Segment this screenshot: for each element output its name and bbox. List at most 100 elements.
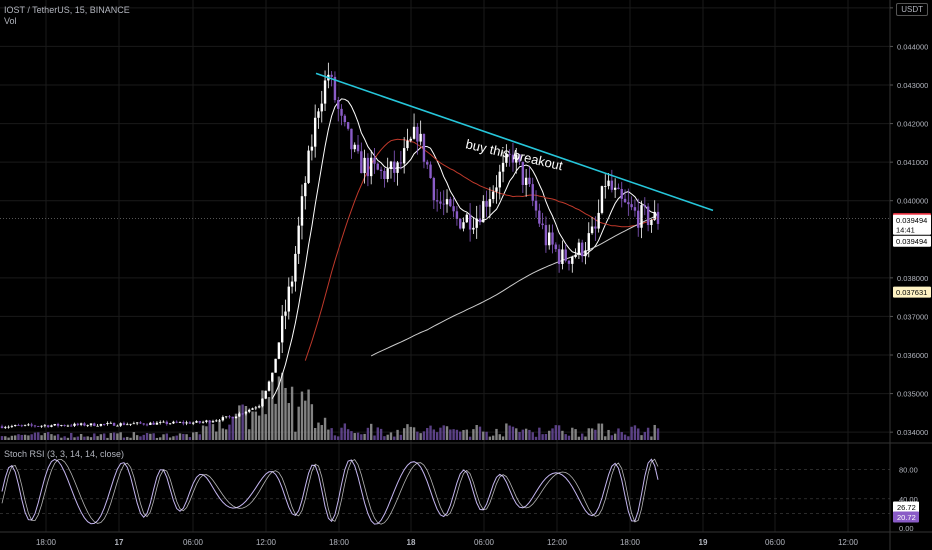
- volume-bar: [498, 434, 501, 440]
- rsi-value-bg: [893, 501, 919, 513]
- candle-body: [116, 425, 119, 427]
- candle-body: [521, 161, 525, 185]
- time-tick-label: 12:00: [547, 538, 568, 547]
- volume-bar: [337, 436, 340, 440]
- volume-bar: [317, 422, 320, 440]
- volume-bar: [119, 432, 122, 440]
- candle-body: [284, 311, 287, 316]
- candle-body: [231, 416, 234, 419]
- price-badge-bg: [893, 223, 931, 235]
- volume-bar: [300, 391, 304, 440]
- time-tick-label: 18: [407, 538, 416, 547]
- volume-bar: [66, 437, 70, 440]
- candle-body: [310, 146, 314, 151]
- candle-body: [402, 148, 406, 164]
- volume-bar: [515, 428, 518, 440]
- volume-bar: [23, 434, 27, 440]
- candle-body: [416, 126, 419, 142]
- candle-body: [149, 422, 152, 425]
- grid-lines: [0, 0, 890, 532]
- candle-body: [577, 242, 581, 255]
- time-tick-label: 06:00: [765, 538, 786, 547]
- candle-body: [426, 161, 429, 165]
- volume-bar: [297, 406, 300, 440]
- candle-body: [79, 423, 83, 425]
- candle-body: [554, 244, 558, 250]
- volume-bar: [353, 433, 356, 440]
- candle-body: [571, 256, 574, 264]
- candle-body: [637, 210, 640, 228]
- volume-bar: [646, 427, 650, 440]
- volume-bar: [511, 426, 515, 440]
- price-badge-bg: [893, 235, 931, 247]
- volume-bar: [567, 435, 571, 440]
- candle-body: [129, 423, 132, 425]
- candle-body: [439, 201, 442, 204]
- candle-body: [551, 232, 554, 245]
- volume-bar: [106, 437, 109, 440]
- candle-body: [132, 423, 136, 425]
- candle-body: [215, 420, 218, 422]
- currency-badge[interactable]: USDT: [896, 3, 928, 16]
- candle-body: [172, 421, 175, 424]
- candle-body: [584, 250, 587, 257]
- rsi-tick-label: 40.00: [899, 495, 918, 504]
- candle-body: [432, 178, 436, 201]
- volume-bar: [33, 432, 37, 440]
- candle-body: [485, 201, 488, 207]
- candle-body: [152, 422, 155, 425]
- candle-body: [7, 426, 10, 428]
- volume-label: Vol: [4, 16, 17, 26]
- volume-bar: [178, 433, 182, 440]
- candle-body: [4, 427, 7, 429]
- price-badge: 14:41: [893, 223, 931, 235]
- volume-bar: [257, 415, 261, 440]
- price-tick-label: 0.035000: [897, 390, 928, 399]
- price-tick-label: 0.044000: [897, 42, 928, 51]
- candle-body: [650, 219, 653, 226]
- candle-body: [597, 212, 600, 229]
- candle-body: [337, 100, 340, 109]
- candle-body: [343, 115, 347, 123]
- candle-body: [53, 424, 56, 426]
- price-tick-label: 0.036000: [897, 351, 928, 360]
- candle-body: [228, 416, 231, 418]
- candle-body: [528, 177, 531, 185]
- candle-body: [580, 242, 584, 257]
- candle-body: [419, 133, 422, 142]
- volume-bar: [63, 436, 66, 440]
- candle-body: [264, 390, 267, 399]
- volume-bar: [195, 432, 198, 440]
- trendline: [315, 72, 714, 212]
- volume-bar: [459, 431, 462, 440]
- candle-body: [557, 249, 561, 264]
- candle-body: [201, 421, 205, 423]
- volume-bar: [475, 424, 478, 440]
- volume-bar: [201, 425, 205, 440]
- volume-bar: [205, 426, 208, 440]
- volume-bar: [17, 434, 20, 440]
- candle-body: [468, 214, 472, 230]
- volume-bar: [30, 434, 33, 440]
- volume-bar: [396, 429, 399, 440]
- candle-body: [383, 170, 386, 179]
- volume-bar: [333, 435, 337, 440]
- candle-body: [185, 422, 188, 424]
- candle-body: [567, 260, 571, 264]
- volume-bar: [208, 422, 211, 440]
- volume-bar: [531, 432, 534, 440]
- time-tick-label: 18:00: [36, 538, 57, 547]
- volume-bar: [271, 374, 274, 440]
- candle-body: [320, 103, 323, 112]
- candle-body: [604, 186, 607, 187]
- candle-body: [386, 169, 389, 179]
- volume-bar: [73, 437, 76, 440]
- volume-bar: [168, 437, 172, 440]
- candle-body: [218, 420, 221, 422]
- volume-bar: [86, 436, 89, 440]
- time-tick-label: 18:00: [329, 538, 350, 547]
- candle-body: [376, 163, 379, 170]
- candle-body: [406, 140, 409, 149]
- candle-body: [60, 425, 63, 426]
